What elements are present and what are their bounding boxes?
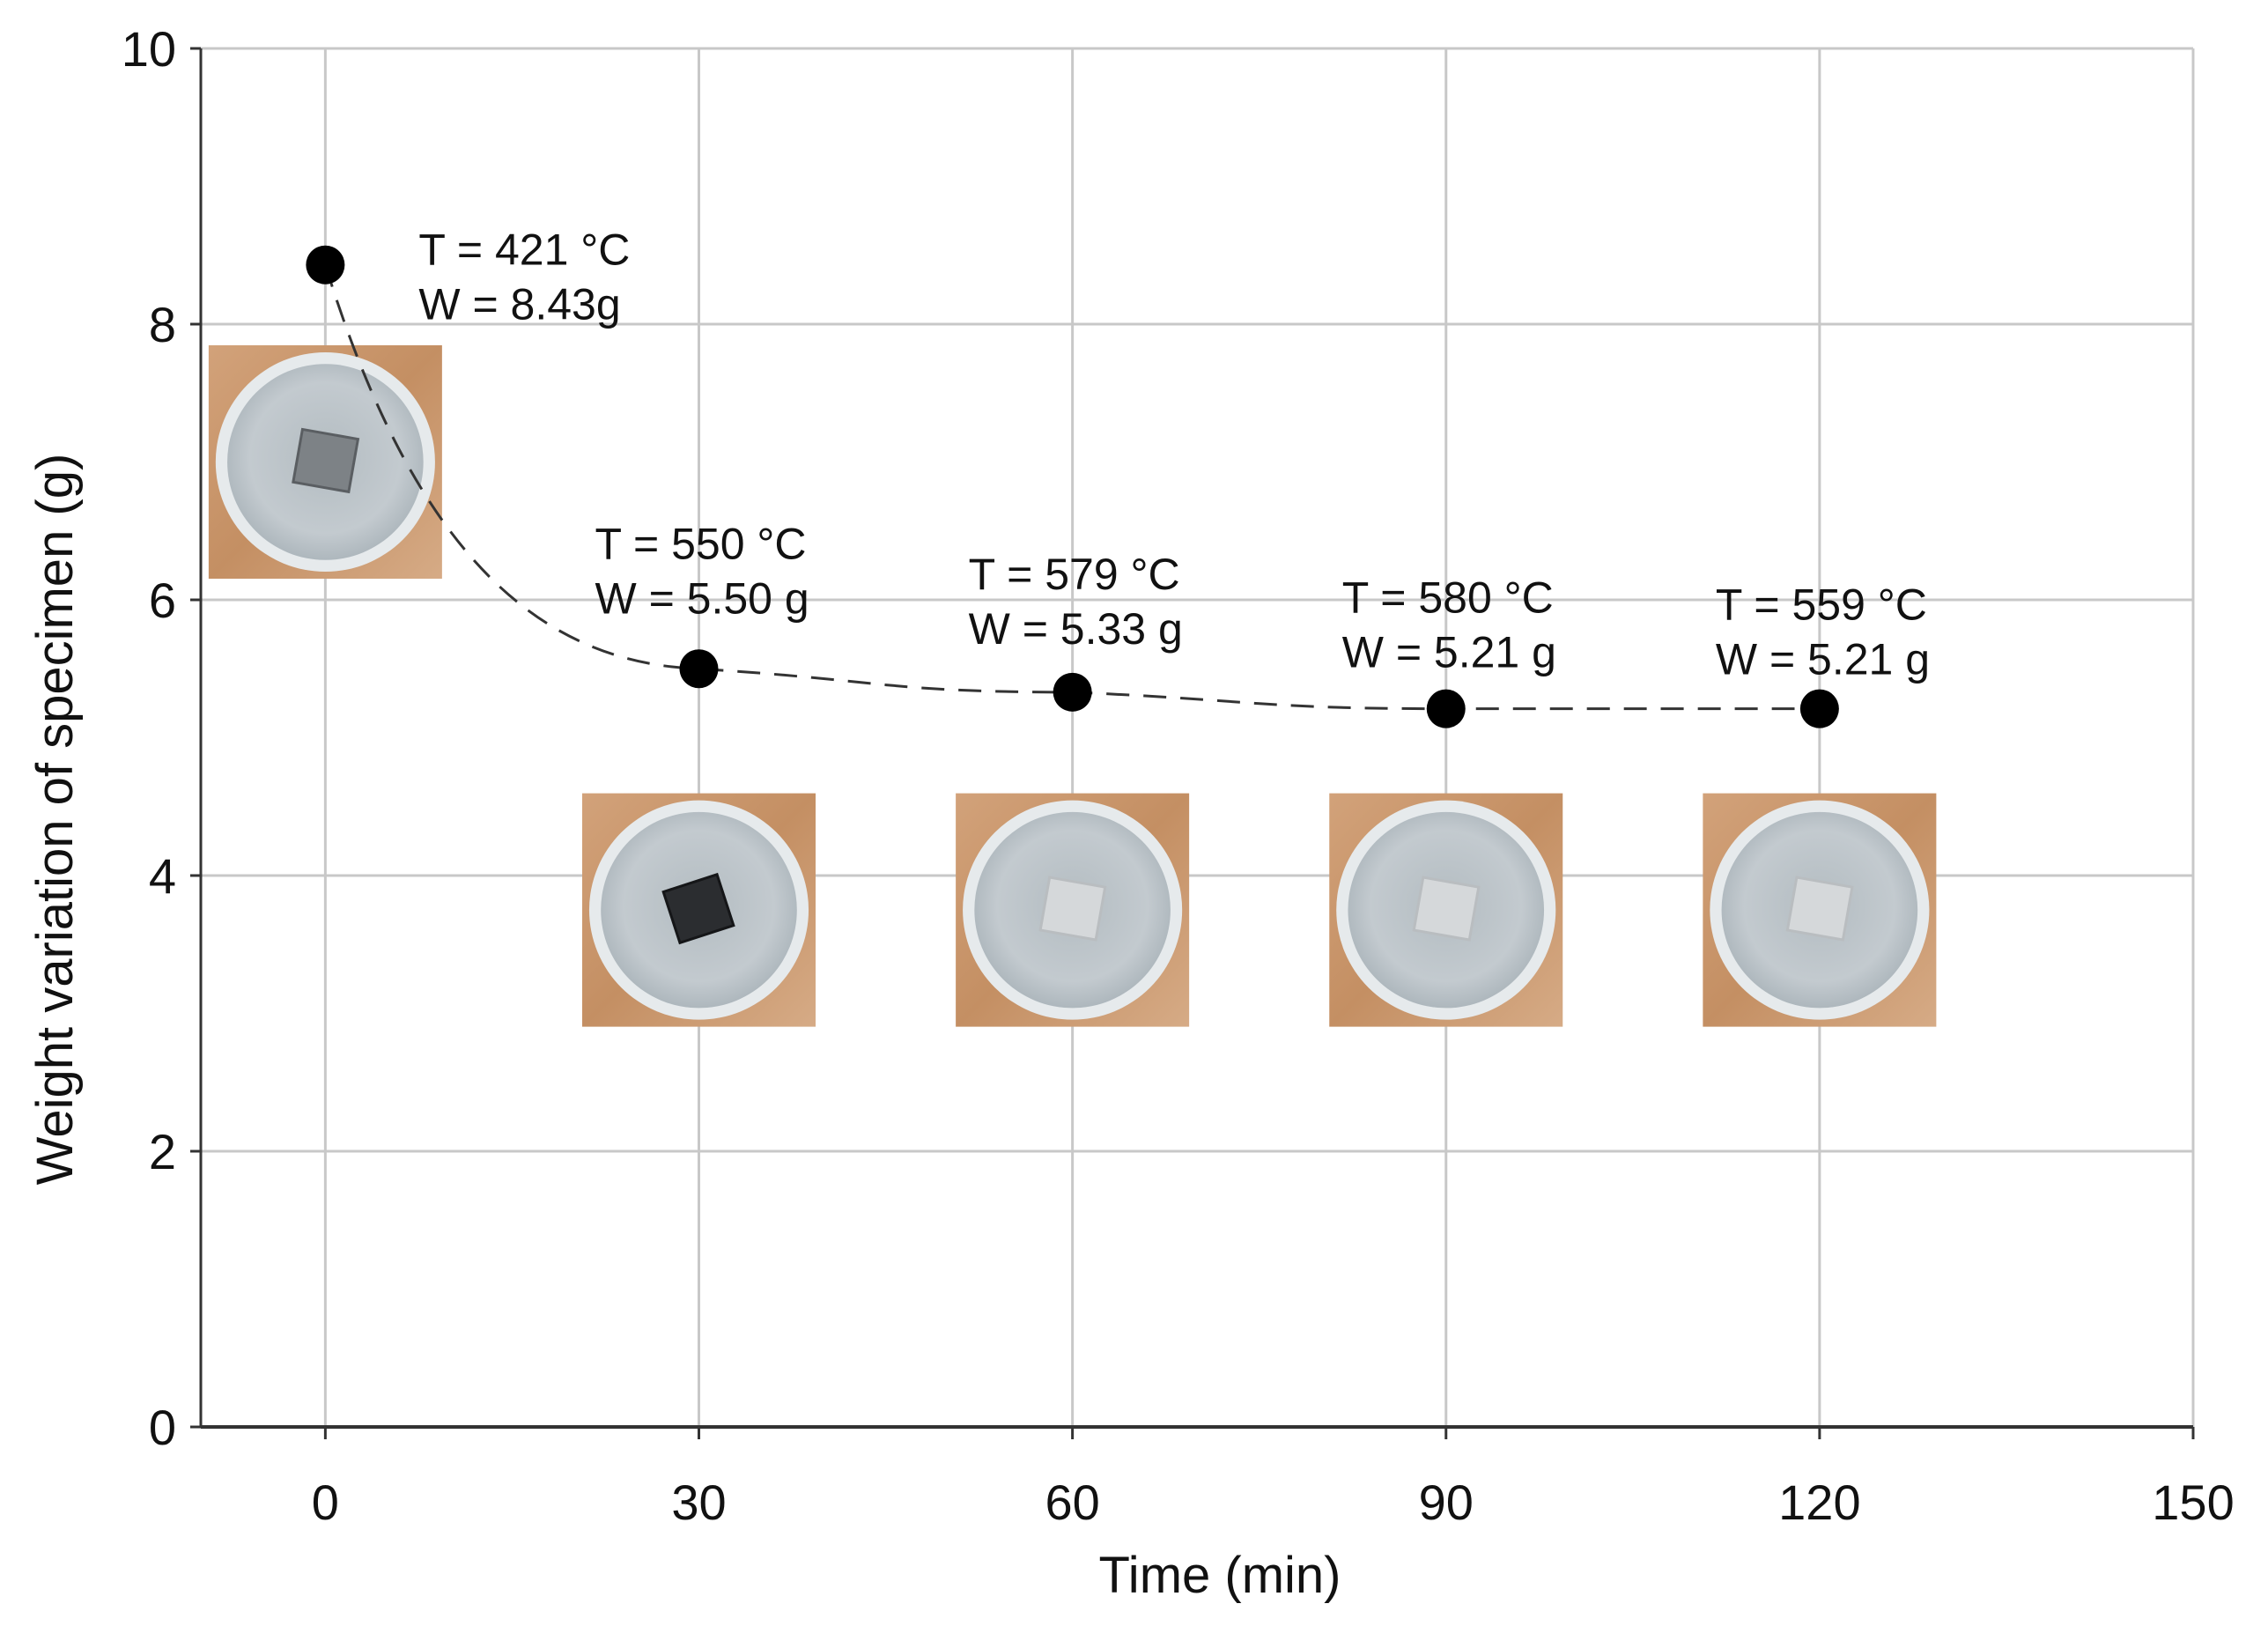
x-tick-label: 150 [2152, 1474, 2234, 1530]
temperature-label: T = 421 °C [418, 225, 630, 275]
temperature-label: T = 580 °C [1342, 573, 1554, 623]
x-axis-title: Time (min) [1099, 1547, 1341, 1604]
y-tick-label: 8 [149, 297, 176, 352]
weight-label: W = 5.21 g [1342, 628, 1556, 677]
temperature-label: T = 550 °C [595, 519, 807, 568]
x-tick-label: 0 [312, 1474, 339, 1530]
temperature-label: T = 579 °C [969, 550, 1180, 599]
data-point [306, 245, 345, 285]
weight-label: W = 8.43g [418, 280, 620, 329]
specimen-block [292, 427, 360, 494]
data-point [1053, 672, 1092, 712]
specimen-block [1785, 876, 1854, 942]
y-tick-label: 10 [122, 21, 176, 77]
y-tick-label: 2 [149, 1124, 176, 1179]
weight-label: W = 5.21 g [1716, 635, 1930, 684]
data-points [306, 245, 1839, 728]
y-axis-title: Weight variation of specimen (g) [26, 454, 84, 1186]
data-point [1426, 689, 1466, 728]
specimen-photo [956, 793, 1190, 1027]
specimen-photo [1703, 793, 1937, 1027]
specimen-photo [1329, 793, 1563, 1027]
annotation-labels: T = 421 °C W = 8.43g T = 550 °C W = 5.50 g T… [418, 225, 1930, 684]
x-tick-label: 60 [1045, 1474, 1099, 1530]
weight-label: W = 5.50 g [595, 573, 809, 623]
specimen-block [1038, 876, 1107, 942]
specimen-photo [582, 793, 816, 1027]
specimen-block [661, 872, 735, 945]
specimen-photo [208, 345, 442, 579]
data-point [679, 649, 719, 689]
axes [190, 47, 2195, 1439]
dashed-trend-line [323, 264, 1820, 711]
specimen-photos [208, 345, 1937, 1027]
specimen-block [1412, 876, 1481, 942]
y-tick-label: 4 [149, 848, 176, 904]
trend-line [323, 264, 1820, 711]
x-tick-label: 30 [671, 1474, 726, 1530]
x-tick-label: 120 [1778, 1474, 1860, 1530]
x-tick-label: 90 [1419, 1474, 1474, 1530]
y-tick-label: 0 [149, 1400, 176, 1455]
tick-labels: 0 30 60 90 120 150 0 2 4 6 8 10 [122, 21, 2235, 1530]
data-point [1799, 689, 1839, 728]
temperature-label: T = 559 °C [1716, 580, 1927, 630]
weight-label: W = 5.33 g [969, 604, 1183, 654]
y-tick-label: 6 [149, 573, 176, 628]
